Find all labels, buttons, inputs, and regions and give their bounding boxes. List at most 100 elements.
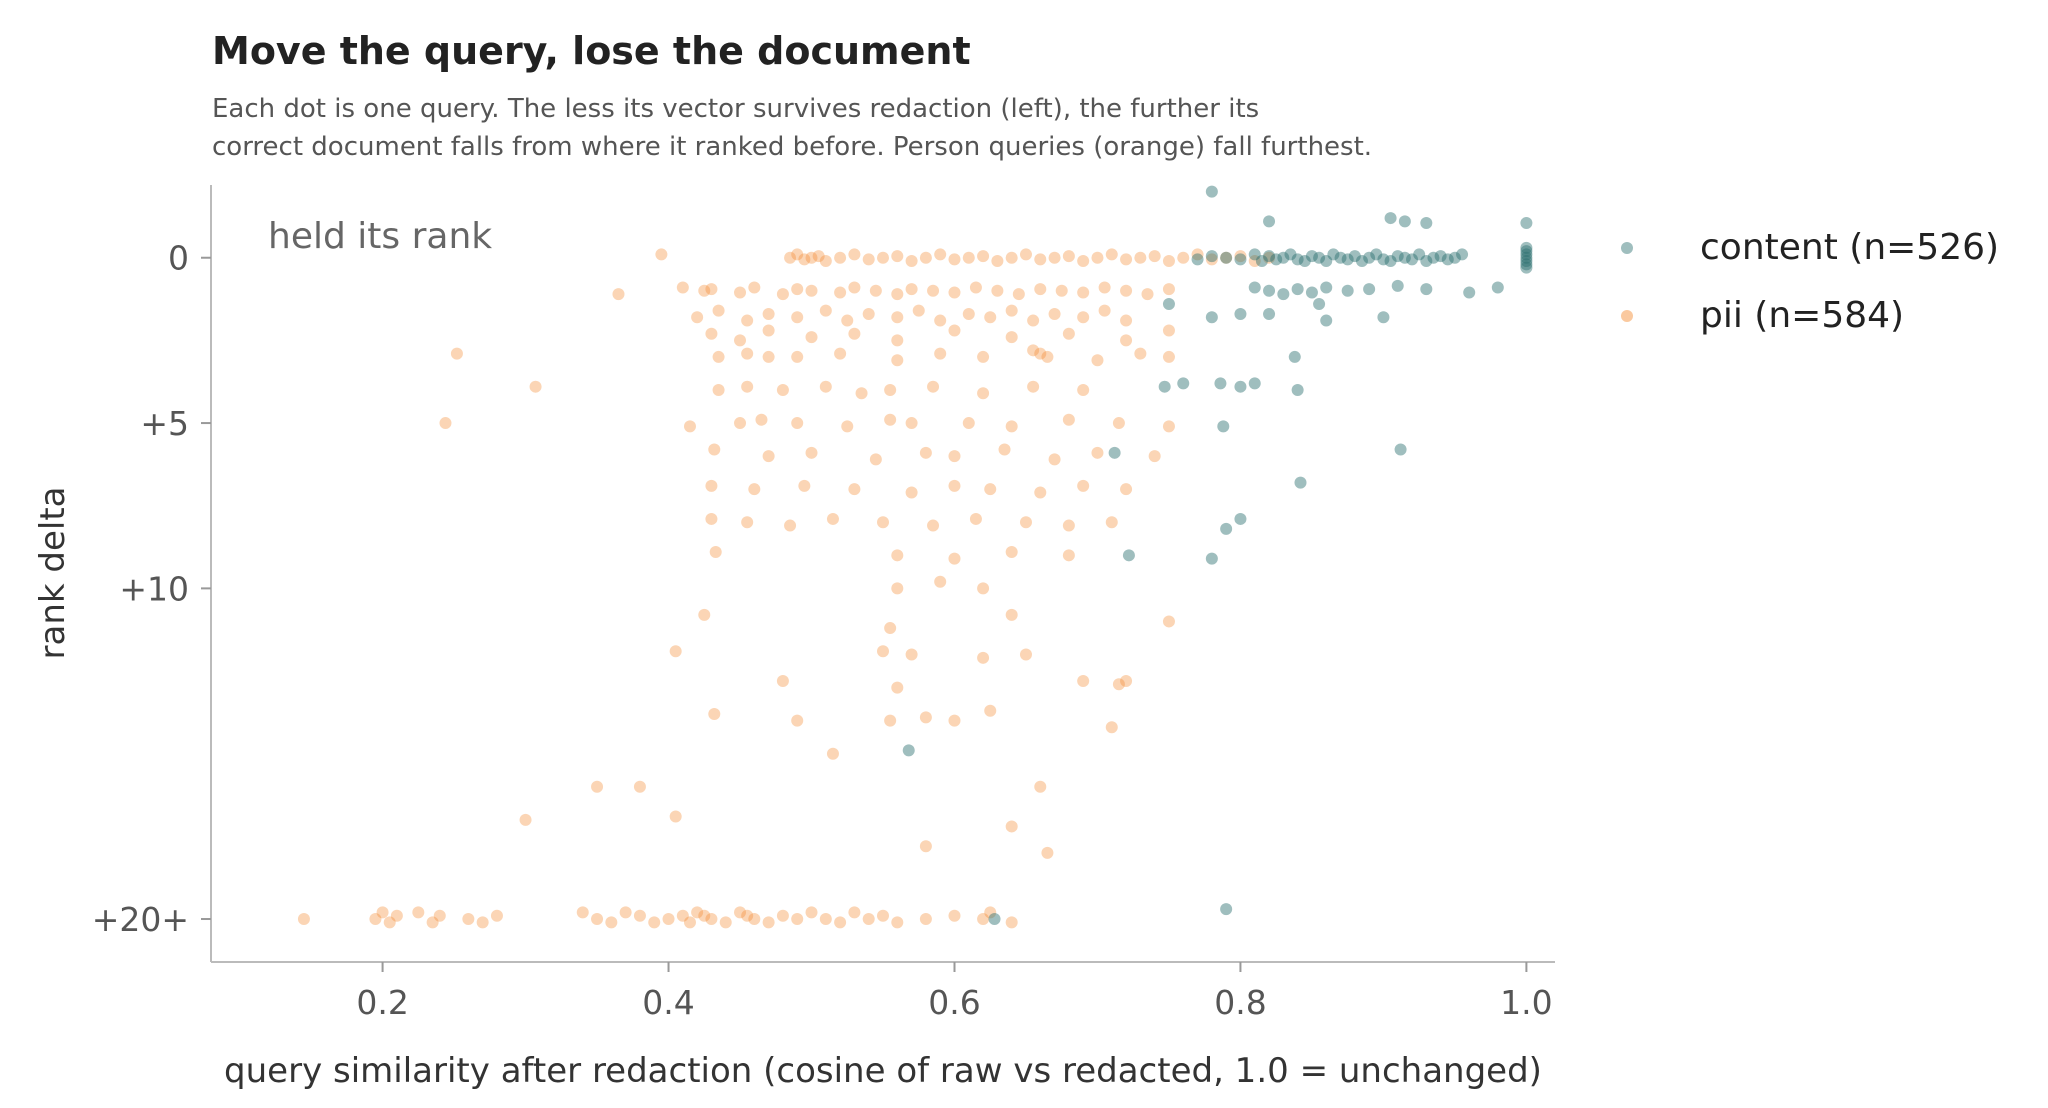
pii-point xyxy=(748,913,761,926)
content-point xyxy=(1305,286,1318,299)
content-point xyxy=(1263,307,1276,320)
content-point xyxy=(1284,248,1297,261)
pii-point xyxy=(462,913,475,926)
y-axis-ticks: 0 +5 +10 +20+ xyxy=(92,239,211,939)
pii-point xyxy=(848,248,861,261)
pii-point xyxy=(1148,450,1161,463)
pii-point xyxy=(1191,248,1204,261)
pii-point xyxy=(1048,307,1061,320)
content-point xyxy=(1520,255,1533,268)
pii-point xyxy=(1234,250,1247,263)
points-layer xyxy=(297,185,1533,929)
content-point xyxy=(1291,383,1304,396)
pii-point xyxy=(439,417,452,430)
content-point xyxy=(1520,248,1533,261)
pii-point xyxy=(884,622,897,635)
pii-point xyxy=(834,286,847,299)
pii-point xyxy=(819,304,832,317)
pii-point xyxy=(1220,251,1233,264)
pii-point xyxy=(948,450,961,463)
pii-point xyxy=(655,248,668,261)
pii-point xyxy=(776,909,789,922)
pii-point xyxy=(605,916,618,929)
pii-point xyxy=(748,281,761,294)
pii-point xyxy=(1112,678,1125,691)
pii-point xyxy=(1005,916,1018,929)
pii-point xyxy=(741,347,754,360)
pii-point xyxy=(1077,255,1090,268)
pii-point xyxy=(576,906,589,919)
x-axis-ticks: 0.2 0.4 0.6 0.8 1.0 xyxy=(356,962,1553,1022)
pii-point xyxy=(1091,354,1104,367)
pii-point xyxy=(1027,380,1040,393)
content-point xyxy=(1377,253,1390,266)
pii-point xyxy=(948,909,961,922)
pii-point xyxy=(862,253,875,266)
y-tick-label: +20+ xyxy=(92,900,189,939)
legend-swatch-pii xyxy=(1621,310,1633,322)
pii-point xyxy=(1034,486,1047,499)
pii-point xyxy=(884,413,897,426)
pii-point xyxy=(948,479,961,492)
series-content xyxy=(902,185,1533,926)
content-point xyxy=(1234,380,1247,393)
chart-subtitle-line-2: correct document falls from where it ran… xyxy=(212,132,1372,162)
content-point xyxy=(1234,307,1247,320)
content-point xyxy=(1520,241,1533,254)
pii-point xyxy=(676,281,689,294)
pii-point xyxy=(841,314,854,327)
pii-point xyxy=(969,512,982,525)
content-point xyxy=(1320,314,1333,327)
content-point xyxy=(988,913,1001,926)
pii-point xyxy=(905,283,918,296)
pii-point xyxy=(734,906,747,919)
pii-point xyxy=(390,909,403,922)
pii-point xyxy=(869,453,882,466)
pii-point xyxy=(1005,608,1018,621)
pii-point xyxy=(490,909,503,922)
y-tick-label: +10 xyxy=(119,569,189,608)
content-point xyxy=(1398,215,1411,228)
pii-point xyxy=(1120,674,1133,687)
pii-point xyxy=(741,380,754,393)
content-point xyxy=(1234,512,1247,525)
pii-point xyxy=(1112,417,1125,430)
pii-point xyxy=(934,314,947,327)
x-tick-label: 0.8 xyxy=(1214,983,1266,1022)
content-point xyxy=(1220,522,1233,535)
content-point xyxy=(1177,377,1190,390)
pii-point xyxy=(826,747,839,760)
pii-point xyxy=(869,284,882,297)
pii-point xyxy=(1091,446,1104,459)
pii-point xyxy=(819,913,832,926)
content-point xyxy=(1384,212,1397,225)
content-point xyxy=(1420,283,1433,296)
pii-point xyxy=(1162,350,1175,363)
pii-point xyxy=(1034,253,1047,266)
content-point xyxy=(1391,279,1404,292)
pii-point xyxy=(791,350,804,363)
pii-point xyxy=(984,483,997,496)
content-point xyxy=(1291,253,1304,266)
content-point xyxy=(1341,253,1354,266)
pii-point xyxy=(1005,546,1018,559)
pii-point xyxy=(991,255,1004,268)
pii-point xyxy=(1105,248,1118,261)
content-point xyxy=(1291,283,1304,296)
pii-point xyxy=(1048,251,1061,264)
pii-point xyxy=(683,420,696,433)
pii-point xyxy=(912,304,925,317)
pii-point xyxy=(977,913,990,926)
y-tick-label: 0 xyxy=(168,239,189,278)
pii-point xyxy=(1062,413,1075,426)
pii-point xyxy=(791,248,804,261)
pii-point xyxy=(1162,255,1175,268)
pii-point xyxy=(1062,549,1075,562)
content-point xyxy=(1391,250,1404,263)
pii-point xyxy=(619,906,632,919)
content-point xyxy=(1313,298,1326,311)
pii-point xyxy=(919,840,932,853)
legend-label-pii: pii (n=584) xyxy=(1700,295,1904,336)
pii-point xyxy=(948,714,961,727)
pii-point xyxy=(891,681,904,694)
